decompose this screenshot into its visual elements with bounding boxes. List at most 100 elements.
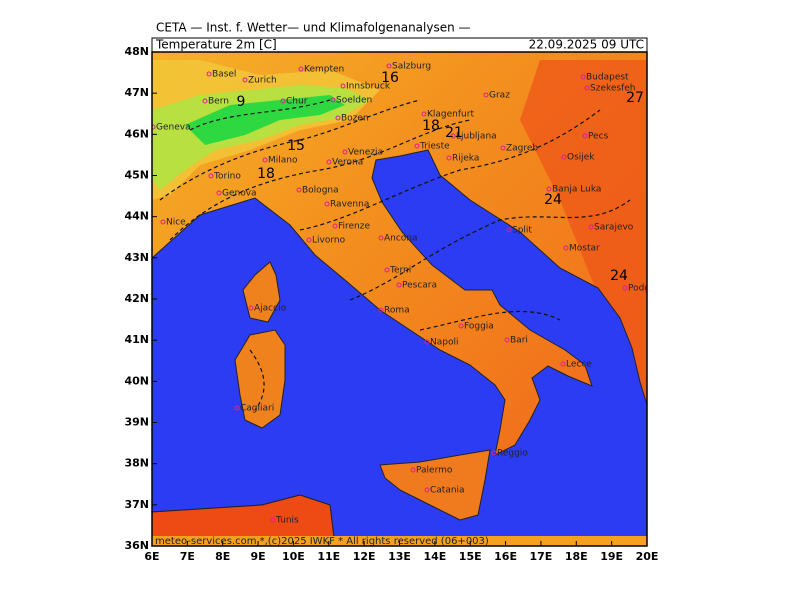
lon-tick-label: 6E — [144, 550, 159, 563]
city-dot — [378, 235, 384, 241]
city-label: Klagenfurt — [427, 110, 474, 120]
city-dot — [298, 66, 304, 72]
city-dot — [410, 467, 416, 473]
city-label: Mostar — [569, 244, 600, 254]
city-label: Pescara — [402, 281, 437, 291]
city-dot — [491, 450, 497, 456]
city-dot — [424, 339, 430, 345]
lon-tick-label: 12E — [353, 550, 376, 563]
city-label: Rijeka — [452, 154, 479, 164]
city-label: Firenze — [338, 222, 370, 232]
city-dot — [588, 224, 594, 230]
city-dot — [340, 83, 346, 89]
map: Basel Zurich Bern Geneva Chur KemptenInnsbruc… — [152, 52, 672, 546]
city-label: Bologna — [302, 186, 339, 196]
city-dot — [208, 173, 214, 179]
city-label: Verona — [332, 158, 363, 168]
city-dot — [384, 267, 390, 273]
city-dot — [622, 285, 628, 291]
city-label: Soelden — [336, 96, 372, 106]
city-label: Osijek — [567, 153, 595, 163]
lat-tick-label: 48N — [124, 45, 149, 58]
city-label: Venezia — [348, 148, 383, 158]
city-label: Bern — [208, 97, 229, 107]
city-label: Szekesfeh — [590, 84, 636, 94]
lon-tick-label: 13E — [388, 550, 411, 563]
lon-tick-label: 17E — [530, 550, 553, 563]
city-label: Tunis — [275, 516, 299, 526]
city-dot — [296, 187, 302, 193]
contour-label: 18 — [422, 118, 440, 134]
lon-tick-label: 8E — [215, 550, 230, 563]
city-label: Palermo — [416, 466, 453, 476]
city-dot — [330, 97, 336, 103]
city-label: Ravenna — [330, 200, 369, 210]
city-dot — [206, 71, 212, 77]
city-label: Budapest — [586, 73, 629, 83]
lon-tick-label: 14E — [423, 550, 446, 563]
sea — [152, 149, 647, 546]
city-label: Podgorica — [628, 284, 672, 294]
lat-tick-label: 45N — [124, 169, 149, 182]
city-dot — [324, 201, 330, 207]
contour-label: 9 — [237, 94, 246, 110]
city-dot — [306, 237, 312, 243]
city-label: Graz — [489, 91, 510, 101]
city-dot — [152, 124, 156, 130]
city-dot — [424, 487, 430, 493]
city-dot — [216, 190, 222, 196]
lat-tick-label: 41N — [124, 333, 149, 346]
city-label: Foggia — [464, 322, 494, 332]
valid-time: 22.09.2025 09 UTC — [529, 38, 644, 52]
city-label: Ancona — [384, 234, 418, 244]
city-label: Sarajevo — [594, 223, 634, 233]
city-label: Lecce — [566, 360, 592, 370]
city-label: Zurich — [248, 76, 277, 86]
city-dot — [580, 74, 586, 80]
city-label: Kempten — [304, 65, 344, 75]
city-dot — [332, 223, 338, 229]
city-dot — [378, 307, 384, 313]
lat-tick-label: 43N — [124, 251, 149, 264]
lat-tick-label: 47N — [124, 86, 149, 99]
city-label: Geneva — [156, 123, 191, 133]
city-dot — [280, 98, 286, 104]
lat-tick-label: 46N — [124, 127, 149, 140]
city-label: Reggio — [497, 449, 528, 459]
contour-label: 27 — [626, 90, 644, 106]
city-dot — [446, 155, 452, 161]
city-dot — [160, 219, 166, 225]
lat-tick-label: 37N — [124, 498, 149, 511]
contour-label: 24 — [610, 268, 628, 284]
lon-tick-label: 16E — [494, 550, 517, 563]
city-dot — [242, 77, 248, 83]
city-dot — [326, 159, 332, 165]
lat-tick-label: 39N — [124, 416, 149, 429]
contour-label: 21 — [445, 125, 463, 141]
city-label: Cagliari — [240, 404, 274, 414]
city-label: Genova — [222, 189, 257, 199]
contour-label: 18 — [257, 166, 275, 182]
city-dot — [421, 111, 427, 117]
lon-tick-label: 7E — [180, 550, 195, 563]
isotherms — [159, 99, 631, 411]
city-dot — [262, 157, 268, 163]
contour-label-layer: 9 15 16 18 18 21 24 24 27 — [237, 70, 644, 284]
lon-tick-label: 15E — [459, 550, 482, 563]
city-label: Chur — [286, 97, 308, 107]
lat-tick-label: 40N — [124, 374, 149, 387]
city-dot — [561, 154, 567, 160]
city-label: Pecs — [588, 132, 609, 142]
city-label: Catania — [430, 486, 465, 496]
city-layer: Basel Zurich Bern Geneva Chur KemptenInnsbruc… — [152, 62, 672, 526]
city-dot — [248, 305, 254, 311]
city-label: Trieste — [419, 142, 450, 152]
city-label: Nice — [166, 218, 186, 228]
lat-tick-label: 44N — [124, 210, 149, 223]
tunisia — [152, 494, 336, 546]
lat-tick-label: 38N — [124, 457, 149, 470]
city-dot — [450, 133, 456, 139]
city-label: Terni — [389, 266, 411, 276]
city-dot — [458, 323, 464, 329]
sardinia — [234, 329, 286, 429]
